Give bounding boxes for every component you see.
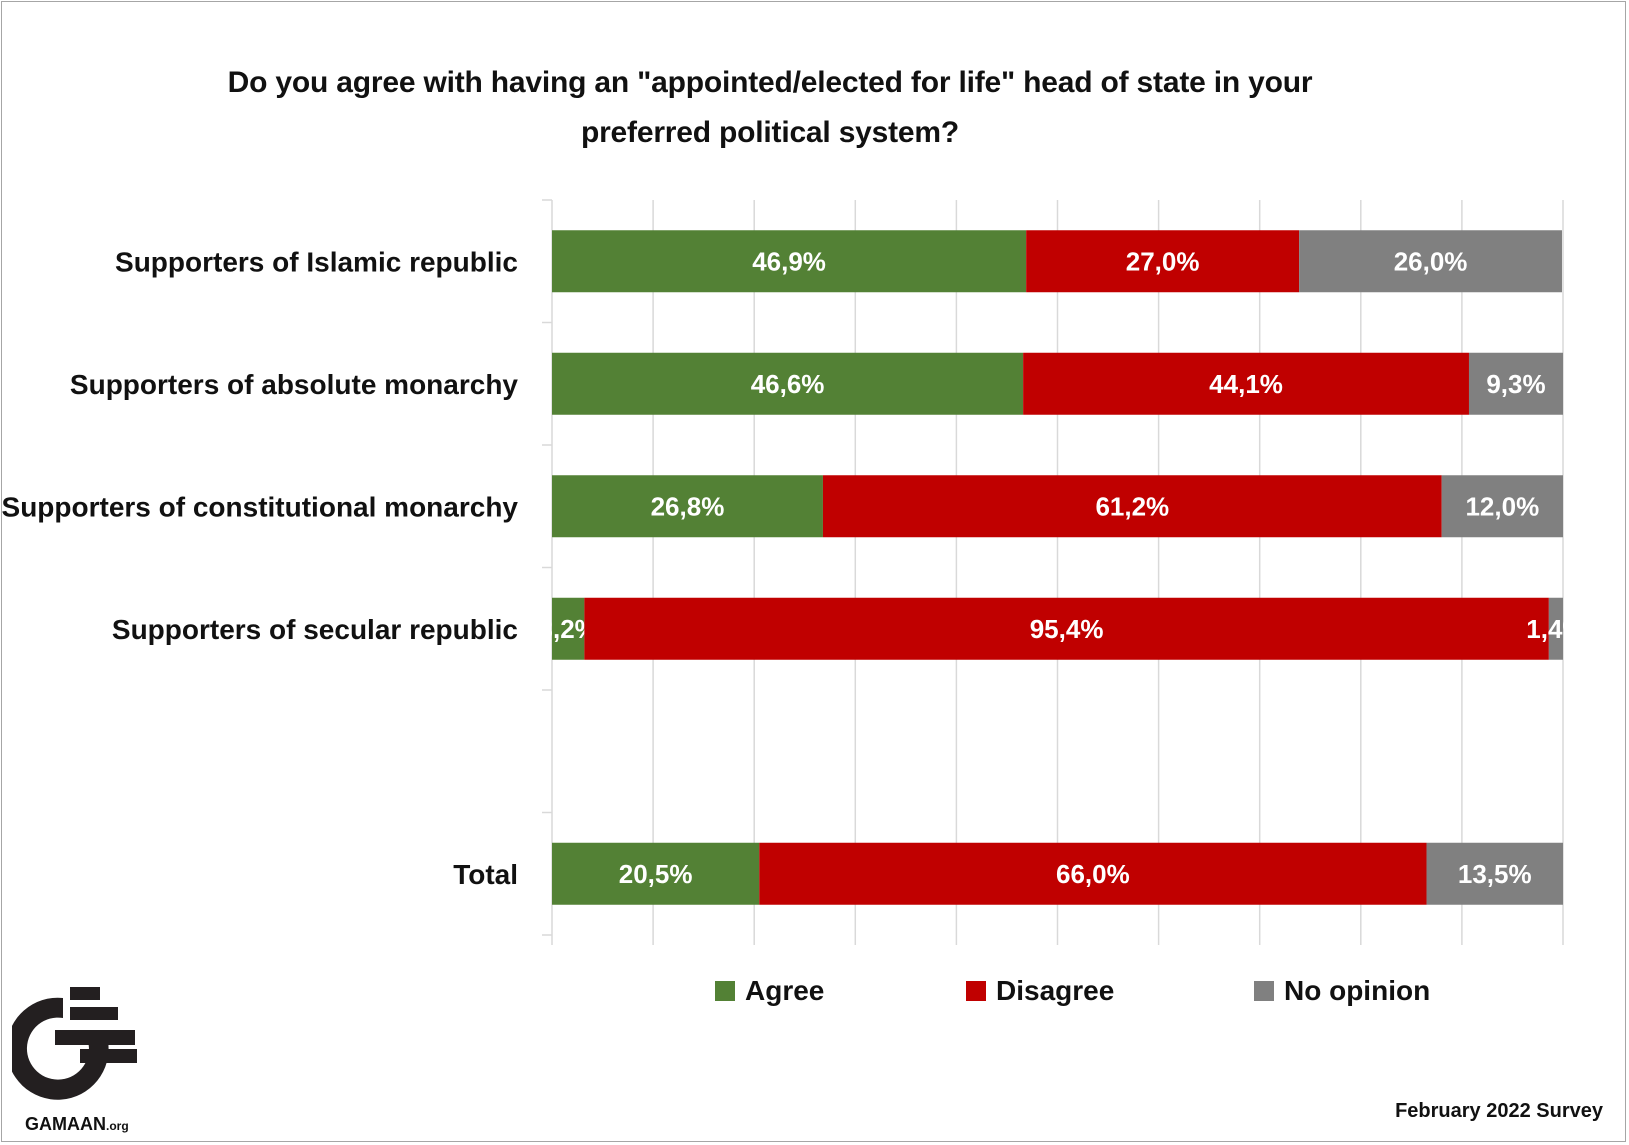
data-label-disagree-supporters-of-islamic-republic: 27,0%	[1126, 246, 1200, 276]
category-label-supporters-of-secular-republic: Supporters of secular republic	[112, 614, 518, 645]
bar-disagree-total	[759, 842, 1427, 905]
bar-disagree-supporters-of-islamic-republic	[1026, 230, 1300, 293]
bar-no-opinion-supporters-of-islamic-republic	[1299, 230, 1562, 293]
data-label-agree-supporters-of-absolute-monarchy: 46,6%	[751, 369, 825, 399]
chart-title-line-1: Do you agree with having an "appointed/e…	[227, 66, 1313, 99]
legend-item-no-opinion: No opinion	[1254, 975, 1430, 1007]
logo-wordmark: GAMAAN.org	[25, 1114, 129, 1135]
legend-swatch-no-opinion	[1254, 981, 1274, 1001]
category-label-supporters-of-absolute-monarchy: Supporters of absolute monarchy	[70, 369, 518, 400]
legend-label-no-opinion: No opinion	[1284, 975, 1431, 1006]
data-label-disagree-total: 66,0%	[1056, 859, 1130, 889]
data-label-no-opinion-supporters-of-islamic-republic: 26,0%	[1394, 246, 1468, 276]
bar-no-opinion-supporters-of-absolute-monarchy	[1468, 352, 1563, 415]
data-label-disagree-supporters-of-secular-republic: 95,4%	[1030, 614, 1104, 644]
category-label-total: Total	[453, 859, 518, 890]
category-label-supporters-of-islamic-republic: Supporters of Islamic republic	[115, 246, 518, 277]
data-label-disagree-supporters-of-constitutional-monarchy: 61,2%	[1095, 491, 1169, 521]
logo-name: GAMAAN	[25, 1114, 106, 1134]
survey-date: February 2022 Survey	[1395, 1100, 1603, 1122]
category-label-supporters-of-constitutional-monarchy: Supporters of constitutional monarchy	[2, 491, 519, 522]
bar-no-opinion-total	[1426, 842, 1563, 905]
data-label-no-opinion-supporters-of-secular-republic: 1,4%	[1526, 614, 1585, 644]
bar-agree-supporters-of-constitutional-monarchy	[552, 475, 823, 538]
legend-label-disagree: Disagree	[996, 975, 1115, 1006]
legend-swatch-agree	[715, 981, 735, 1001]
bar-agree-supporters-of-secular-republic	[552, 597, 585, 660]
data-label-no-opinion-total: 13,5%	[1458, 859, 1532, 889]
data-label-agree-supporters-of-islamic-republic: 46,9%	[752, 246, 826, 276]
bar-agree-total	[552, 842, 760, 905]
chart-title-line-2: preferred political system?	[580, 116, 960, 149]
data-label-no-opinion-supporters-of-absolute-monarchy: 9,3%	[1486, 369, 1545, 399]
bar-disagree-supporters-of-constitutional-monarchy	[822, 475, 1442, 538]
bar-disagree-supporters-of-secular-republic	[584, 597, 1549, 660]
data-label-agree-supporters-of-constitutional-monarchy: 26,8%	[651, 491, 725, 521]
legend-swatch-disagree	[966, 981, 986, 1001]
data-label-no-opinion-supporters-of-constitutional-monarchy: 12,0%	[1465, 491, 1539, 521]
legend-item-agree: Agree	[715, 975, 824, 1007]
data-label-agree-total: 20,5%	[619, 859, 693, 889]
legend-item-disagree: Disagree	[966, 975, 1114, 1007]
bar-agree-supporters-of-absolute-monarchy	[552, 352, 1024, 415]
logo-suffix: .org	[106, 1119, 129, 1133]
bar-no-opinion-supporters-of-constitutional-monarchy	[1441, 475, 1563, 538]
bar-no-opinion-supporters-of-secular-republic	[1548, 597, 1563, 660]
gamaan-logo-icon	[12, 987, 137, 1100]
bar-disagree-supporters-of-absolute-monarchy	[1023, 352, 1469, 415]
legend-label-agree: Agree	[745, 975, 825, 1006]
data-label-disagree-supporters-of-absolute-monarchy: 44,1%	[1209, 369, 1283, 399]
bar-agree-supporters-of-islamic-republic	[552, 230, 1027, 293]
